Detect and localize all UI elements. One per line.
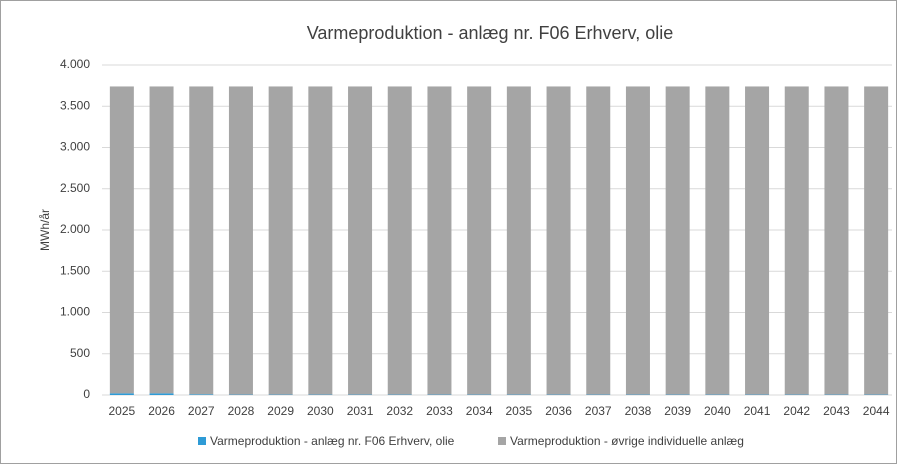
x-tick-label: 2039 (664, 404, 691, 418)
bar-segment (626, 86, 650, 394)
x-tick-label: 2028 (228, 404, 255, 418)
y-tick-label: 0 (83, 387, 90, 401)
x-tick-label: 2035 (505, 404, 532, 418)
bar-segment (745, 86, 769, 394)
bar-segment (269, 86, 293, 394)
bar-segment (507, 86, 531, 394)
x-tick-label: 2037 (585, 404, 612, 418)
legend-swatch (198, 437, 206, 445)
bar-segment (467, 86, 491, 394)
bar-segment (229, 86, 253, 394)
y-tick-label: 1.500 (60, 263, 90, 277)
bar-segment (666, 86, 690, 394)
bar-segment (586, 86, 610, 394)
bar-segment (150, 393, 174, 395)
legend-label: Varmeproduktion - øvrige individuelle an… (510, 434, 744, 448)
bar-segment (189, 394, 213, 395)
x-tick-label: 2038 (625, 404, 652, 418)
bar-segment (705, 86, 729, 394)
chart-title: Varmeproduktion - anlæg nr. F06 Erhverv,… (307, 23, 674, 43)
bar-segment (388, 86, 412, 394)
bar-segment (864, 86, 888, 394)
y-axis-label: MWh/år (38, 209, 52, 251)
bar-segment (427, 86, 451, 394)
x-tick-label: 2026 (148, 404, 175, 418)
x-tick-label: 2030 (307, 404, 334, 418)
y-tick-label: 1.000 (60, 305, 90, 319)
x-tick-label: 2034 (466, 404, 493, 418)
bar-segment (308, 86, 332, 394)
bar-segment (189, 86, 213, 394)
x-tick-label: 2041 (744, 404, 771, 418)
bar-segment (547, 86, 571, 394)
legend-label: Varmeproduktion - anlæg nr. F06 Erhverv,… (210, 434, 455, 448)
x-tick-label: 2036 (545, 404, 572, 418)
bar-segment (824, 86, 848, 394)
bar-segment (150, 86, 174, 393)
x-tick-label: 2027 (188, 404, 215, 418)
x-tick-label: 2044 (863, 404, 890, 418)
y-tick-label: 3.000 (60, 140, 90, 154)
legend-swatch (498, 437, 506, 445)
x-tick-label: 2043 (823, 404, 850, 418)
x-tick-label: 2042 (783, 404, 810, 418)
x-tick-label: 2031 (347, 404, 374, 418)
y-tick-label: 2.000 (60, 222, 90, 236)
bar-segment (348, 86, 372, 394)
x-tick-label: 2032 (386, 404, 413, 418)
x-tick-label: 2029 (267, 404, 294, 418)
bar-segment (110, 393, 134, 395)
y-tick-label: 500 (70, 346, 90, 360)
y-tick-label: 3.500 (60, 98, 90, 112)
bar-segment (785, 86, 809, 394)
x-tick-label: 2033 (426, 404, 453, 418)
x-tick-label: 2040 (704, 404, 731, 418)
bar-segment (110, 86, 134, 393)
y-tick-label: 4.000 (60, 57, 90, 71)
y-tick-label: 2.500 (60, 181, 90, 195)
x-tick-label: 2025 (108, 404, 135, 418)
